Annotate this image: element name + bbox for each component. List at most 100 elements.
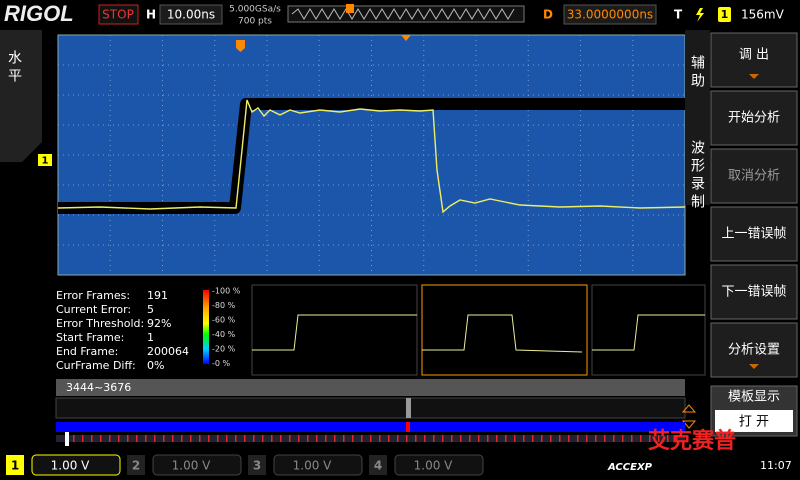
- side-tab-bg: [685, 30, 710, 205]
- error-mark: [658, 435, 660, 442]
- softkey-label[interactable]: 开始分析: [728, 111, 780, 126]
- stat-label: Start Frame:: [56, 331, 124, 344]
- color-scale-bar: [203, 290, 209, 364]
- channel-scale[interactable]: 1.00 V: [414, 459, 454, 473]
- thumbnail[interactable]: [421, 284, 588, 376]
- error-mark: [559, 435, 561, 442]
- error-mark: [127, 435, 129, 442]
- horizontal-tab-label[interactable]: 水平: [6, 50, 22, 86]
- error-mark: [469, 435, 471, 442]
- channel-number[interactable]: 4: [374, 459, 382, 473]
- color-scale-label: -20 %: [212, 345, 236, 354]
- error-mark: [442, 435, 444, 442]
- thumbnail[interactable]: [251, 284, 418, 376]
- softkey[interactable]: [710, 90, 798, 146]
- channel-number-box[interactable]: [6, 455, 24, 475]
- run-status[interactable]: STOP: [102, 8, 134, 22]
- error-mark: [532, 435, 534, 442]
- error-mark: [568, 435, 570, 442]
- error-mark: [280, 435, 282, 442]
- zoom-arrows[interactable]: [681, 404, 697, 429]
- stat-label: Current Error:: [56, 303, 131, 316]
- error-mark: [667, 435, 669, 442]
- timebase[interactable]: 10.00ns: [167, 8, 215, 22]
- timebase-label: H: [146, 8, 156, 22]
- stat-label: Error Threshold:: [56, 317, 144, 330]
- error-mark: [370, 435, 372, 442]
- template-value[interactable]: 打 开: [739, 415, 769, 430]
- error-mark: [496, 435, 498, 442]
- aux-tab[interactable]: 辅助: [689, 55, 705, 91]
- softkey-label[interactable]: 分析设置: [728, 343, 780, 358]
- channel-scale-box[interactable]: [152, 454, 242, 476]
- color-scale-label: -80 %: [212, 301, 236, 310]
- frame-slider-thumb[interactable]: [406, 398, 411, 418]
- brand: RIGOL: [4, 1, 74, 26]
- grid: [58, 35, 685, 275]
- template-value-box[interactable]: [715, 410, 793, 432]
- channel-number[interactable]: 3: [253, 459, 261, 473]
- channel-number-box[interactable]: [248, 455, 266, 475]
- stat-value: 200064: [147, 345, 189, 358]
- error-mark: [397, 435, 399, 442]
- softkey[interactable]: [710, 264, 798, 320]
- timebase-box[interactable]: [159, 4, 223, 25]
- channel-number-box[interactable]: [369, 455, 387, 475]
- softkey-arrow[interactable]: [749, 74, 759, 79]
- softkey-label[interactable]: 上一错误帧: [721, 227, 786, 242]
- left-tab[interactable]: [0, 30, 42, 162]
- thumbnail[interactable]: [591, 284, 706, 376]
- record-tab[interactable]: 波形录制: [689, 140, 705, 212]
- error-mark: [586, 435, 588, 442]
- channel-scale[interactable]: 1.00 V: [51, 459, 91, 473]
- softkey-label[interactable]: 取消分析: [728, 169, 780, 184]
- error-mark: [388, 435, 390, 442]
- channel-scale-box[interactable]: [273, 454, 363, 476]
- error-mark: [154, 435, 156, 442]
- frame-slider[interactable]: [55, 397, 686, 419]
- error-mark: [379, 435, 381, 442]
- error-mark: [163, 435, 165, 442]
- error-mark: [208, 435, 210, 442]
- channel-scale-box[interactable]: [31, 454, 121, 476]
- error-mark: [190, 435, 192, 442]
- channel-bar: 1 1.00 V 2 1.00 V 3 1.00 V 4 1.00 V: [6, 454, 484, 476]
- error-mark: [334, 435, 336, 442]
- channel-scale[interactable]: 1.00 V: [172, 459, 212, 473]
- trigger-label: T: [674, 8, 683, 22]
- error-mark: [181, 435, 183, 442]
- stat-value: 5: [147, 303, 154, 316]
- softkey-label[interactable]: 调 出: [739, 48, 769, 63]
- error-mark: [91, 435, 93, 442]
- delay[interactable]: 33.0000000ns: [567, 8, 653, 22]
- error-mark: [82, 435, 84, 442]
- error-mark: [631, 435, 633, 442]
- softkey[interactable]: [710, 148, 798, 204]
- channel-number-box[interactable]: [127, 455, 145, 475]
- template-title[interactable]: 模板显示: [728, 390, 780, 405]
- softkey-arrow[interactable]: [749, 364, 759, 369]
- status-box[interactable]: [98, 4, 139, 25]
- stat-value: 92%: [147, 317, 171, 330]
- channel-scale-box[interactable]: [394, 454, 484, 476]
- stat-label: Error Frames:: [56, 289, 130, 302]
- channel-number[interactable]: 2: [132, 459, 140, 473]
- error-mark: [271, 435, 273, 442]
- error-mark: [487, 435, 489, 442]
- softkey-label[interactable]: 下一错误帧: [721, 285, 786, 300]
- error-mark: [289, 435, 291, 442]
- channel-number[interactable]: 1: [11, 459, 19, 473]
- color-scale-label: -40 %: [212, 330, 236, 339]
- error-mark: [433, 435, 435, 442]
- clock: 11:07: [760, 459, 792, 472]
- error-mark: [541, 435, 543, 442]
- channel-scale[interactable]: 1.00 V: [293, 459, 333, 473]
- error-mark: [595, 435, 597, 442]
- error-mark: [505, 435, 507, 442]
- error-mark: [577, 435, 579, 442]
- delay-box[interactable]: [563, 4, 657, 25]
- trigger-position-marker: [236, 40, 245, 52]
- softkey[interactable]: [710, 206, 798, 262]
